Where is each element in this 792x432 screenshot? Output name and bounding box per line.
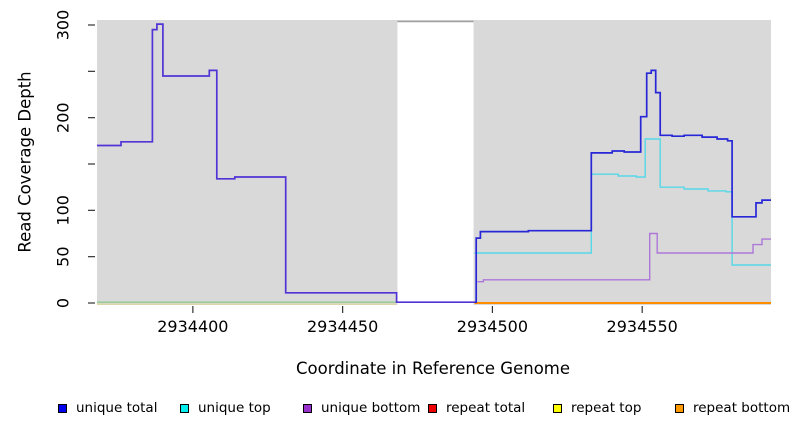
y-axis-tick-label: 300: [54, 10, 73, 41]
no-data-gap-band: [397, 22, 474, 305]
x-axis-tick-label: 2934450: [307, 317, 378, 336]
series-unique-total-right: [474, 69, 771, 304]
y-axis-tick-label: 50: [54, 246, 73, 266]
y-axis-tick-label: 100: [54, 195, 73, 226]
series-unique-top: [474, 138, 771, 266]
x-axis-title: Coordinate in Reference Genome: [295, 359, 571, 378]
x-axis-tick-label: 2934400: [157, 317, 228, 336]
series-unique-total-left: [97, 23, 475, 304]
series-unique-bottom: [477, 232, 771, 283]
x-axis-tick-label: 2934500: [457, 317, 528, 336]
x-axis-tick-label: 2934550: [607, 317, 678, 336]
y-axis-tick-label: 0: [54, 298, 73, 308]
y-axis-tick-label: 200: [54, 102, 73, 133]
y-axis-title: Read Coverage Depth: [15, 71, 35, 253]
